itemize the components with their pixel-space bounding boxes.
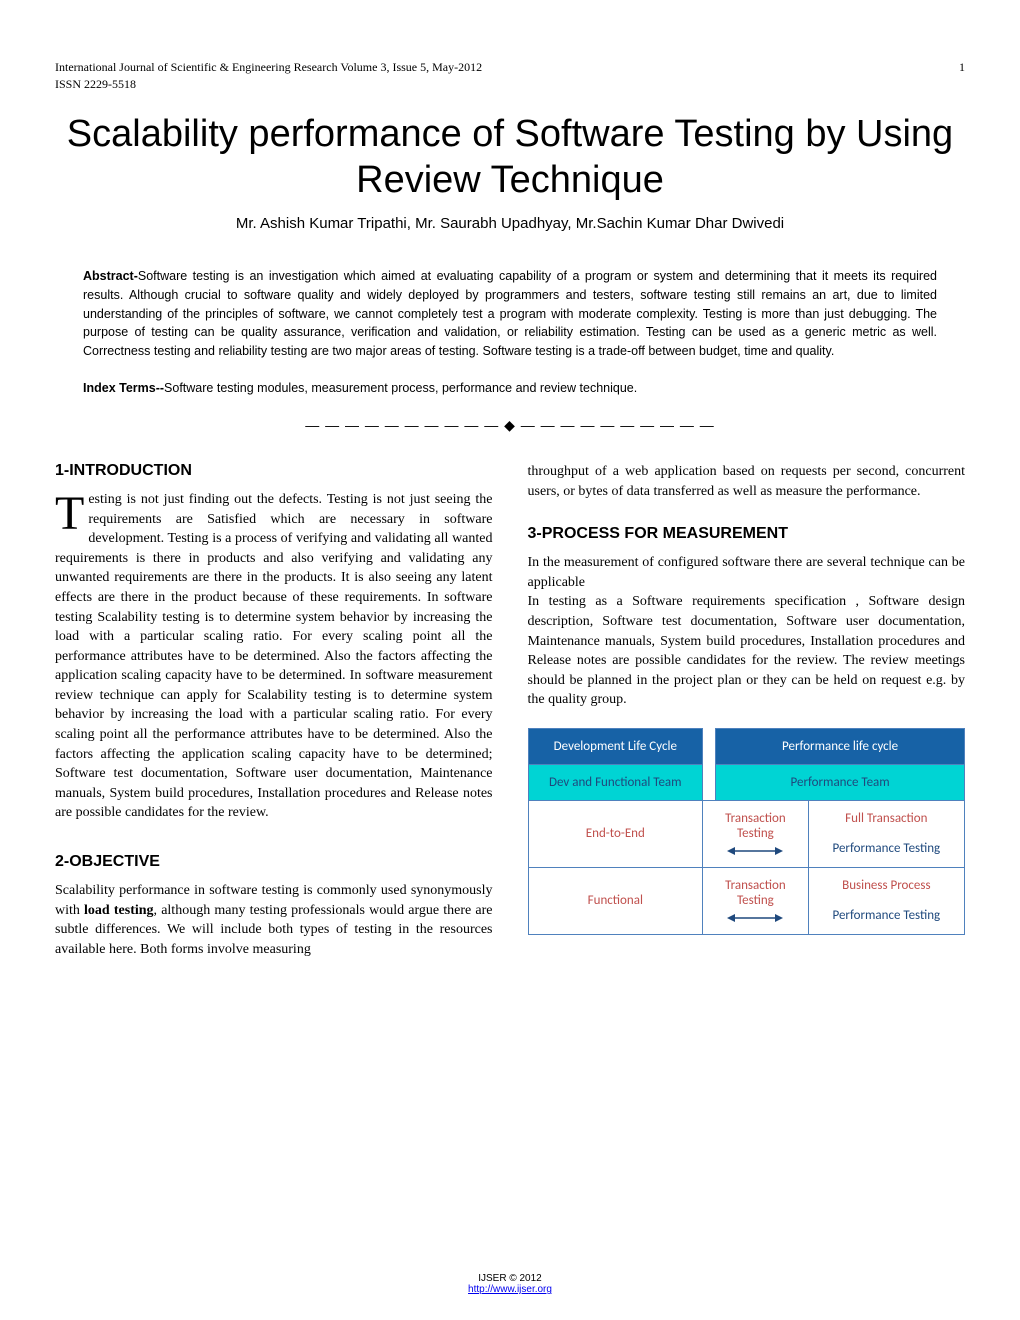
diagram-cell-business-process: Business Process Performance Testing — [808, 867, 964, 934]
journal-info: International Journal of Scientific & En… — [55, 60, 482, 75]
header-line: International Journal of Scientific & En… — [55, 60, 965, 75]
process-heading: 3-PROCESS FOR MEASUREMENT — [528, 525, 966, 543]
diagram-header-dev: Development Life Cycle — [528, 728, 703, 764]
diagram-subheader-dev: Dev and Functional Team — [528, 764, 703, 800]
section-separator: — — — — — — — — — — ◆ — — — — — — — — — … — [55, 417, 965, 434]
diagram-header-perf: Performance life cycle — [716, 728, 965, 764]
objective-continuation: throughput of a web application based on… — [528, 462, 966, 501]
intro-heading: 1-INTRODUCTION — [55, 462, 493, 480]
bidirectional-arrow-icon — [725, 845, 785, 857]
footer-copyright: IJSER © 2012 — [478, 1273, 542, 1284]
bidirectional-arrow-icon — [725, 912, 785, 924]
objective-body: Scalability performance in software test… — [55, 881, 493, 959]
two-column-layout: 1-INTRODUCTION Testing is not just findi… — [55, 462, 965, 959]
abstract-block: Abstract-Software testing is an investig… — [55, 267, 965, 361]
index-text: Software testing modules, measurement pr… — [164, 381, 637, 395]
right-column: throughput of a web application based on… — [528, 462, 966, 959]
index-terms-block: Index Terms--Software testing modules, m… — [55, 379, 965, 397]
objective-bold: load testing — [84, 903, 154, 918]
intro-body: Testing is not just finding out the defe… — [55, 490, 493, 823]
dropcap: T — [55, 490, 88, 535]
diagram-subheader-perf: Performance Team — [716, 764, 965, 800]
lifecycle-diagram: Development Life Cycle Performance life … — [528, 728, 966, 935]
footer-link[interactable]: http://www.ijser.org — [468, 1284, 552, 1295]
diagram-cell-full-transaction: Full Transaction Performance Testing — [808, 800, 964, 867]
abstract-label: Abstract- — [83, 269, 138, 283]
diagram-cell-functional: Functional — [528, 867, 703, 934]
objective-heading: 2-OBJECTIVE — [55, 853, 493, 871]
diagram-cell-transaction-2: Transaction Testing — [703, 867, 809, 934]
intro-text: esting is not just finding out the defec… — [55, 492, 493, 821]
left-column: 1-INTRODUCTION Testing is not just findi… — [55, 462, 493, 959]
issn: ISSN 2229-5518 — [55, 77, 965, 92]
abstract-text: Software testing is an investigation whi… — [83, 269, 937, 358]
diagram-cell-transaction-1: Transaction Testing — [703, 800, 809, 867]
page-number: 1 — [959, 60, 965, 75]
diagram-cell-end-to-end: End-to-End — [528, 800, 703, 867]
process-body: In the measurement of configured softwar… — [528, 553, 966, 710]
index-label: Index Terms-- — [83, 381, 164, 395]
page-footer: IJSER © 2012 http://www.ijser.org — [0, 1273, 1020, 1295]
authors: Mr. Ashish Kumar Tripathi, Mr. Saurabh U… — [55, 215, 965, 232]
paper-title: Scalability performance of Software Test… — [55, 112, 965, 203]
